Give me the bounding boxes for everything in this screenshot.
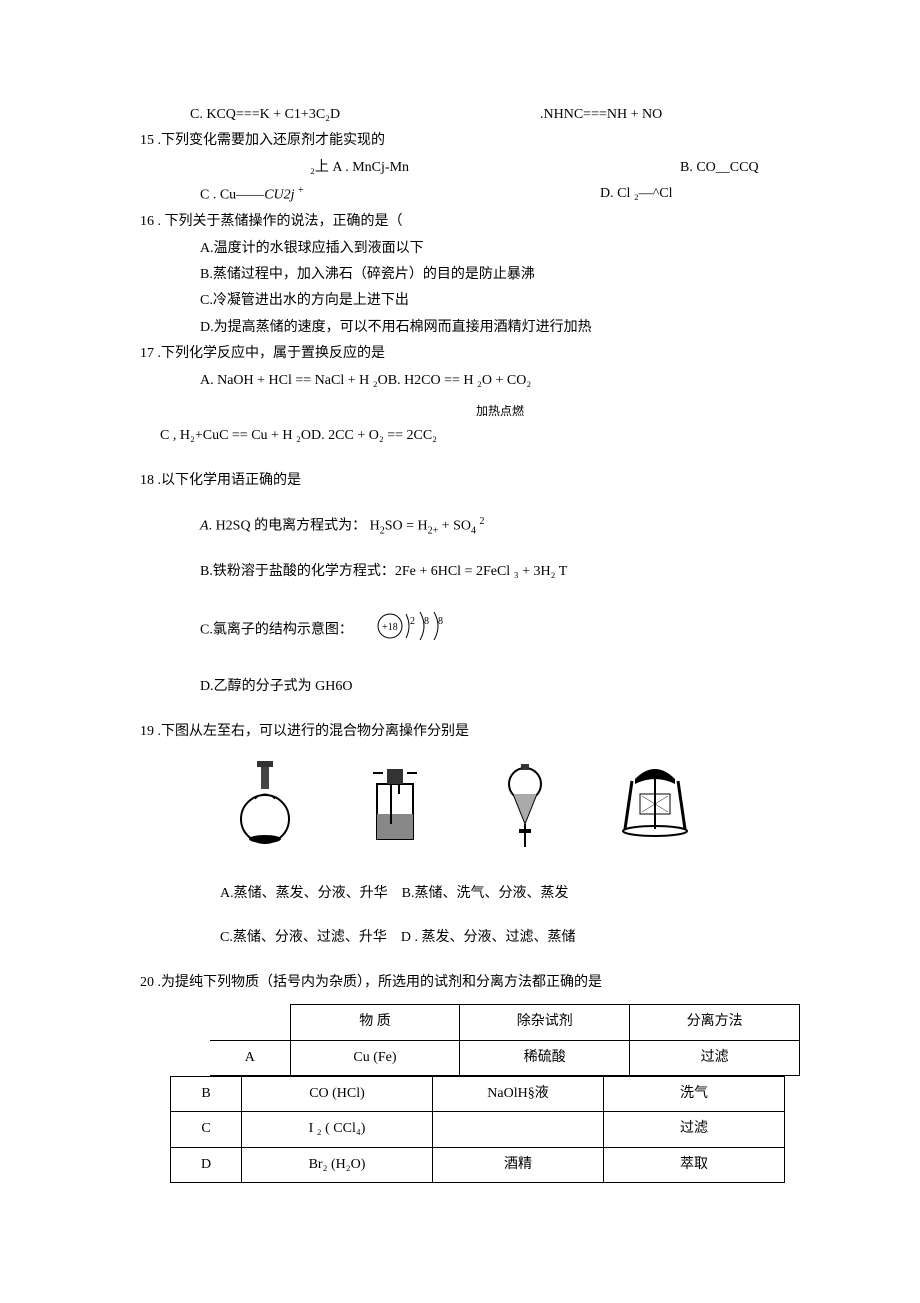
q15-optB: B. CO__CCQ [680, 157, 759, 179]
q18-optD: D.乙醇的分子式为 GH6O [140, 676, 800, 698]
cell-substance: I ₂ ( CCl₄) [242, 1112, 433, 1147]
table-header-row: 物 质 除杂试剂 分离方法 [210, 1005, 800, 1040]
q17-line-cd: C , H₂+CuC == Cu + H ₂OD. 2CC + O₂ == 2C… [140, 425, 800, 447]
col-reagent: 除杂试剂 [460, 1005, 630, 1040]
q16-optD: D.为提高蒸储的速度，可以不用石棉网而直接用酒精灯进行加热 [140, 317, 800, 339]
cell-reagent: 稀硫酸 [460, 1040, 630, 1075]
q18-optC: C.氯离子的结构示意图： +18 2 8 8 [140, 606, 800, 654]
q19-optC: C.蒸储、分液、过滤、升华 [220, 930, 387, 945]
svg-text:8: 8 [424, 616, 429, 627]
cell-reagent: NaOlH§液 [433, 1076, 604, 1111]
table-row: C I ₂ ( CCl₄) 过滤 [171, 1112, 785, 1147]
document-page: C. KCQ===K + C1+3C₂D .NHNC===NH + NO 15 … [0, 0, 920, 1243]
q18-optA: A. H2SQ 的电离方程式为： H2SO = H2+ + SO4 2 [140, 514, 800, 539]
q14-opt-d: .NHNC===NH + NO [530, 104, 662, 126]
atom-core-text: +18 [383, 622, 399, 633]
q15-row-ab: ₂上 A . MnCj-Mn B. CO__CCQ [140, 157, 800, 179]
q17-line-ab: A. NaOH + HCl == NaCl + H ₂OB. H2CO == H… [140, 370, 800, 392]
q19-optD: D . 蒸发、分液、过滤、蒸储 [401, 930, 576, 945]
q15-row-cd: C . Cu——CU2j + D. Cl ₂—^Cl [140, 183, 800, 207]
q20-table: 物 质 除杂试剂 分离方法 A Cu (Fe) 稀硫酸 过滤 [210, 1004, 800, 1076]
q20-table-lower: B CO (HCl) NaOlH§液 洗气 C I ₂ ( CCl₄) 过滤 D… [170, 1076, 785, 1183]
q15-optD: D. Cl ₂—^Cl [570, 183, 673, 207]
q19-row-ab: A.蒸储、蒸发、分液、升华 B.蒸储、洗气、分液、蒸发 [140, 883, 800, 905]
q17-mid-label: 加热点燃 [140, 402, 800, 421]
cell-substance: CO (HCl) [242, 1076, 433, 1111]
q15-optA-prefix: ₂上 [310, 160, 329, 175]
q15-optC: C . Cu——CU2j + [140, 183, 570, 207]
q16-optA: A.温度计的水银球应插入到液面以下 [140, 238, 800, 260]
q18-stem: 18 .以下化学用语正确的是 [140, 470, 800, 492]
separating-funnel-icon [490, 759, 560, 849]
evaporating-setup-icon [620, 759, 690, 849]
q14-opt-c: C. KCQ===K + C1+3C₂D [140, 104, 530, 126]
q19-optA: A.蒸储、蒸发、分液、升华 [220, 886, 388, 901]
table-row: D Br₂ (H₂O) 酒精 萃取 [171, 1147, 785, 1182]
cell-reagent [433, 1112, 604, 1147]
row-label: C [171, 1112, 242, 1147]
q19-row-cd: C.蒸储、分液、过滤、升华 D . 蒸发、分液、过滤、蒸储 [140, 927, 800, 949]
cell-method: 洗气 [604, 1076, 785, 1111]
q18-optB: B.铁粉溶于盐酸的化学方程式：2Fe + 6HCl = 2FeCl ₃ + 3H… [140, 561, 800, 583]
q15-stem: 15 .下列变化需要加入还原剂才能实现的 [140, 130, 800, 152]
svg-text:8: 8 [438, 616, 443, 627]
q19-figures [140, 759, 800, 849]
atom-structure-icon: +18 2 8 8 [376, 606, 456, 654]
cell-substance: Br₂ (H₂O) [242, 1147, 433, 1182]
q14-options-cd: C. KCQ===K + C1+3C₂D .NHNC===NH + NO [140, 104, 800, 126]
row-label: A [210, 1040, 290, 1075]
q20-stem: 20 .为提纯下列物质（括号内为杂质），所选用的试剂和分离方法都正确的是 [140, 972, 800, 994]
q17-stem: 17 .下列化学反应中，属于置换反应的是 [140, 343, 800, 365]
cell-method: 过滤 [630, 1040, 800, 1075]
row-label: B [171, 1076, 242, 1111]
cell-method: 萃取 [604, 1147, 785, 1182]
q16-optC: C.冷凝管进出水的方向是上进下出 [140, 290, 800, 312]
q15-optA: A . MnCj-Mn [332, 160, 409, 175]
q19-stem: 19 .下图从左至右，可以进行的混合物分离操作分别是 [140, 721, 800, 743]
table-row: B CO (HCl) NaOlH§液 洗气 [171, 1076, 785, 1111]
gas-washing-bottle-icon [360, 759, 430, 849]
cell-reagent: 酒精 [433, 1147, 604, 1182]
cell-method: 过滤 [604, 1112, 785, 1147]
q19-optB: B.蒸储、洗气、分液、蒸发 [402, 886, 569, 901]
col-substance: 物 质 [290, 1005, 460, 1040]
q16-optB: B.蒸储过程中，加入沸石（碎瓷片）的目的是防止暴沸 [140, 264, 800, 286]
table-row: A Cu (Fe) 稀硫酸 过滤 [210, 1040, 800, 1075]
cell-substance: Cu (Fe) [290, 1040, 460, 1075]
col-method: 分离方法 [630, 1005, 800, 1040]
q16-stem: 16 . 下列关于蒸储操作的说法，正确的是（ [140, 211, 800, 233]
row-label: D [171, 1147, 242, 1182]
distillation-flask-icon [230, 759, 300, 849]
svg-text:2: 2 [410, 616, 415, 627]
